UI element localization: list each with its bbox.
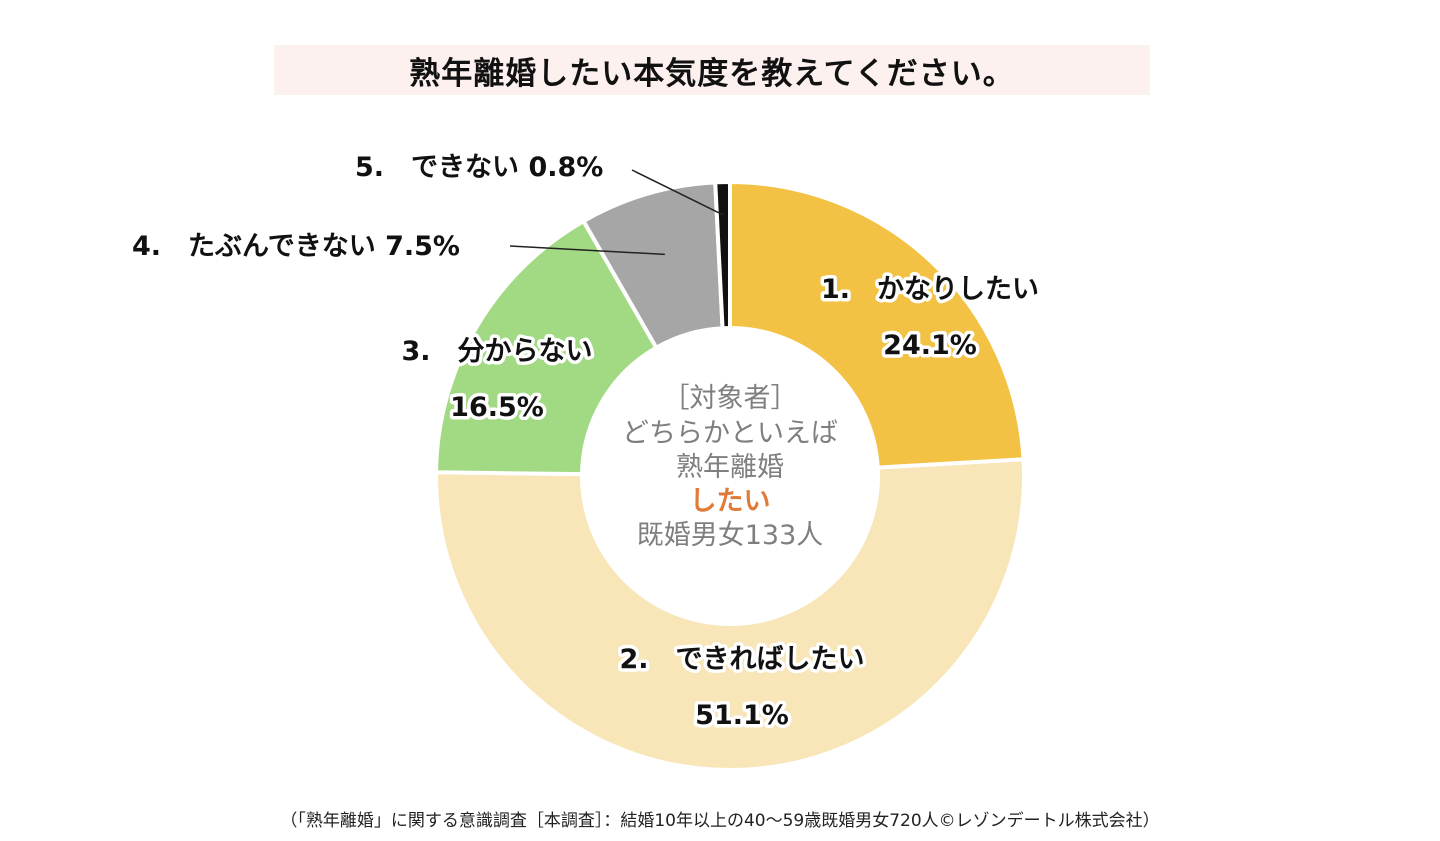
slice-wakaranai — [433, 218, 659, 477]
slice-dekireba — [434, 457, 1026, 772]
leader-line-tabun — [509, 245, 665, 256]
slice-labels: 1. かなりしたい 24.1% 2. できればしたい 51.1% 3. 分からない 16.… — [129, 149, 1043, 735]
donut-chart: 1. かなりしたい 24.1% 2. できればしたい 51.1% 3. 分からない 16.… — [129, 149, 1043, 772]
slice-dekinai — [713, 179, 732, 331]
chart-title-bar: 熟年離婚したい本気度を教えてください。 — [274, 45, 1150, 95]
center-line-highlight: したい — [690, 486, 771, 517]
slice-kanari — [728, 179, 1026, 470]
slice-label-dekireba-name: 2. できればしたい — [619, 644, 864, 675]
center-line-3: 熟年離婚 — [676, 452, 784, 483]
center-line-5: 既婚男女133人 — [637, 520, 824, 551]
slice-label-dekireba-value: 51.1% — [695, 700, 789, 731]
slice-label-wakaranai-value: 16.5% — [450, 392, 544, 423]
center-line-1: ［対象者］ — [663, 383, 798, 414]
leader-lines — [509, 169, 724, 256]
center-line-2: どちらかといえば — [622, 418, 838, 449]
source-footnote: （「熟年離婚」に関する意識調査［本調査］：結婚10年以上の40～59歳既婚男女7… — [280, 811, 1160, 831]
chart-title: 熟年離婚したい本気度を教えてください。 — [409, 55, 1015, 92]
leader-line-dekinai — [631, 169, 724, 216]
slice-label-kanari-value: 24.1% — [883, 330, 977, 361]
center-label: ［対象者］ どちらかといえば 熟年離婚 したい 既婚男女133人 — [622, 383, 838, 551]
slice-label-dekinai-name: 5. できない 0.8% — [355, 152, 603, 183]
slice-label-tabun-name: 4. たぶんできない 7.5% — [132, 231, 460, 262]
slice-label-wakaranai-name: 3. 分からない — [401, 336, 592, 367]
slice-label-kanari-name: 1. かなりしたい — [821, 274, 1039, 305]
donut-slices — [433, 179, 1026, 772]
